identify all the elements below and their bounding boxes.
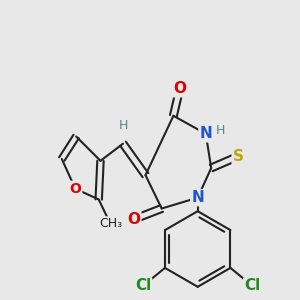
Text: CH₃: CH₃ [99,217,122,230]
Text: N: N [200,126,212,141]
Text: Cl: Cl [135,278,151,293]
Text: O: O [69,182,81,196]
Text: H: H [216,124,225,137]
Text: H: H [118,119,128,132]
Text: Cl: Cl [244,278,261,293]
Text: S: S [233,149,244,164]
Text: O: O [173,81,186,96]
Text: N: N [191,190,204,205]
Text: O: O [127,212,140,227]
